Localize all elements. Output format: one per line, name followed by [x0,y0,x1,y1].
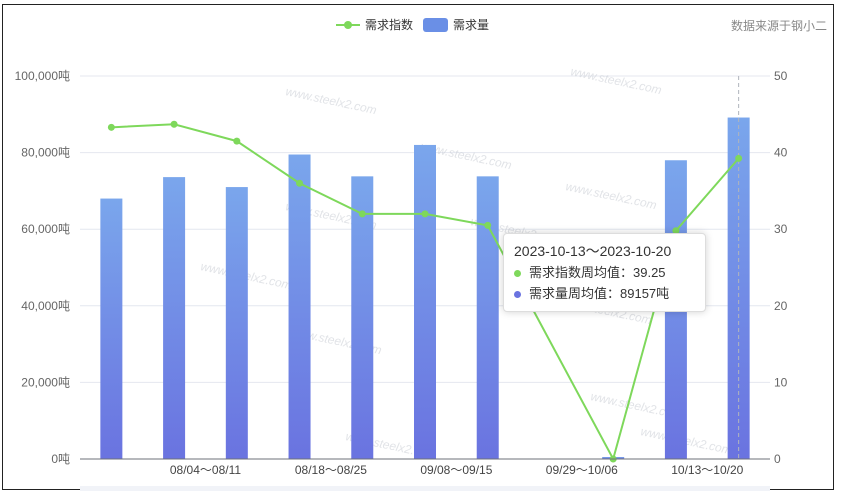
chart-tooltip: 2023-10-13～2023-10-20 需求指数周均值：39.25 需求量周… [503,233,706,312]
right-axis-tick-label: 40 [774,146,788,160]
x-axis-tick-label: 09/08～09/15 [420,463,492,477]
point-demand-index[interactable] [107,123,115,131]
bar-legend-icon [423,17,449,32]
legend-index-label: 需求指数 [365,18,414,32]
watermark-text: www.steelx2.com [284,84,378,117]
left-axis-tick-label: 80,000吨 [21,146,70,160]
datazoom-slider[interactable] [80,486,770,491]
tooltip-row-volume: 需求量周均值：89157吨 [514,283,695,304]
tooltip-title: 2023-10-13～2023-10-20 [514,243,672,259]
line-demand-index [111,123,740,462]
watermark-text: www.steelx2.com [564,179,658,212]
point-demand-index[interactable] [421,210,429,218]
legend-volume-label: 需求量 [453,18,490,32]
bar-demand-volume[interactable] [288,154,311,459]
point-demand-index[interactable] [233,137,241,145]
tooltip-volume-dot [514,291,521,299]
tooltip-index-dot [514,270,521,278]
right-axis-tick-label: 20 [774,299,788,313]
tooltip-volume-text: 需求量周均值：89157吨 [529,286,670,301]
line-legend-icon [336,20,360,29]
chart-legend: 需求指数 需求量 [336,16,489,33]
bar-demand-volume[interactable] [225,187,248,459]
left-axis-tick-label: 100,000吨 [15,69,70,83]
left-axis-tick-label: 40,000吨 [21,299,70,313]
x-axis-tick-label: 10/13～10/20 [671,463,743,477]
bar-demand-volume[interactable] [351,176,374,459]
watermark-text: www.steelx2.com [569,64,663,97]
x-axis-tick-label: 08/18～08/25 [295,463,367,477]
bar-demand-volume[interactable] [100,198,123,459]
x-axis-tick-label: 08/04～08/11 [170,463,241,477]
tooltip-row-index: 需求指数周均值：39.25 [514,262,695,283]
bar-demand-volume[interactable] [414,144,436,459]
legend-item-index[interactable]: 需求指数 [336,16,413,33]
left-axis-tick-label: 0吨 [51,452,70,466]
point-demand-index[interactable] [672,227,680,235]
point-demand-index[interactable] [358,210,366,218]
bar-demand-volume[interactable] [476,176,499,459]
right-axis-tick-label: 10 [774,375,788,389]
x-axis-tick-label: 09/29～10/06 [546,463,618,477]
left-axis-tick-label: 60,000吨 [21,222,70,236]
point-demand-index[interactable] [735,154,743,162]
point-demand-index[interactable] [484,221,492,229]
legend-item-volume[interactable]: 需求量 [423,16,489,33]
right-axis-tick-label: 30 [774,222,788,236]
left-axis-tick-label: 20,000吨 [21,375,70,389]
tooltip-index-text: 需求指数周均值：39.25 [529,265,666,280]
right-axis-tick-label: 50 [774,69,788,83]
bar-demand-volume[interactable] [163,177,186,459]
right-axis-tick-label: 0 [774,452,781,466]
point-demand-index[interactable] [296,179,304,187]
data-source-text: 数据来源于钢小二 [730,19,827,33]
point-demand-index[interactable] [170,120,178,128]
